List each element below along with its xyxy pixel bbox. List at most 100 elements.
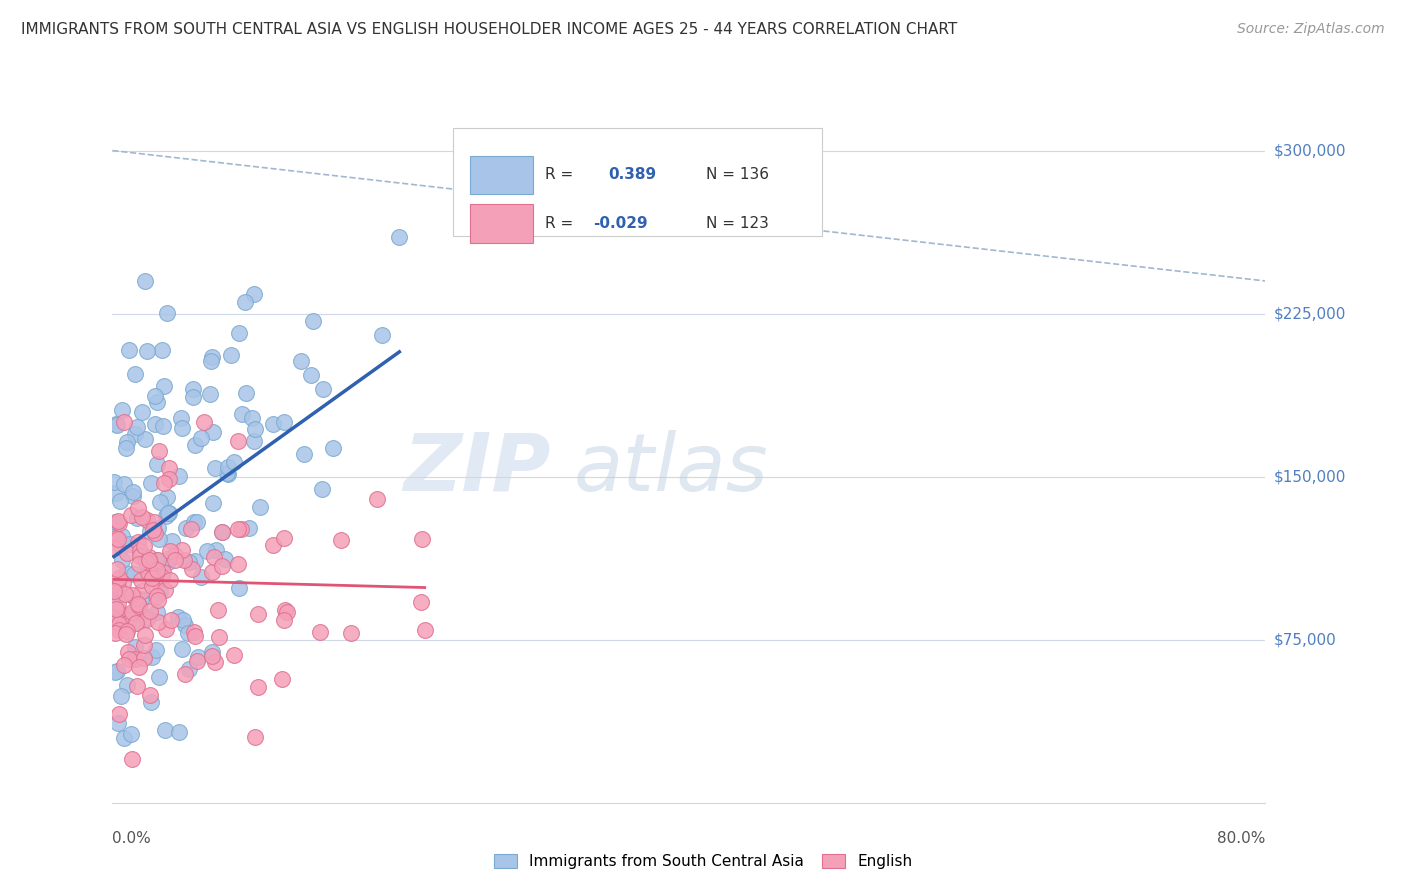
Point [105,605,128,619]
Point [146,605,169,619]
Point [125,679,148,693]
Point [139,695,162,709]
Point [228,326,250,340]
Point [299,368,322,382]
Point [112,477,135,491]
Point [107,585,129,599]
Point [124,367,146,381]
Point [174,521,197,535]
Point [262,417,284,431]
Text: 80.0%: 80.0% [1218,831,1265,846]
Point [107,533,129,547]
Point [146,553,169,567]
Point [114,627,136,641]
Point [141,650,163,665]
Text: ZIP: ZIP [404,430,551,508]
Point [173,667,195,681]
Point [143,417,166,432]
Point [184,438,207,452]
Point [107,579,129,593]
Point [208,630,231,644]
Point [308,624,330,639]
Point [105,664,128,678]
Point [311,482,333,496]
Point [292,447,315,461]
Point [107,623,129,637]
Point [105,610,128,624]
Point [105,562,128,576]
Point [104,531,127,545]
Point [170,642,193,657]
Point [187,649,209,664]
Point [118,607,141,622]
Point [340,626,363,640]
Point [388,230,411,244]
Point [134,628,156,642]
Point [129,544,152,558]
Point [125,615,148,630]
Point [104,626,127,640]
Text: $225,000: $225,000 [1274,306,1346,321]
Text: 0.389: 0.389 [609,168,657,182]
Point [107,604,129,618]
Point [146,574,169,589]
Point [120,508,142,522]
Point [148,443,170,458]
Point [273,613,295,627]
Point [153,583,176,598]
Point [247,607,270,621]
Text: atlas: atlas [574,430,769,508]
Point [129,549,152,564]
Point [143,515,166,529]
Point [117,343,139,358]
Point [211,524,233,539]
Point [127,501,149,516]
Point [179,555,201,569]
Point [118,609,141,624]
Text: IMMIGRANTS FROM SOUTH CENTRAL ASIA VS ENGLISH HOUSEHOLDER INCOME AGES 25 - 44 YE: IMMIGRANTS FROM SOUTH CENTRAL ASIA VS EN… [21,22,957,37]
Point [205,542,228,557]
Point [228,582,250,596]
Point [112,731,135,745]
Point [131,510,153,524]
Point [193,415,215,429]
Point [134,650,156,665]
Point [160,534,183,549]
Point [174,618,197,632]
Point [132,540,155,554]
Point [153,723,176,738]
Point [124,640,146,655]
Point [138,553,160,567]
Point [214,552,236,566]
Point [156,506,179,520]
Point [172,420,194,434]
Point [125,420,148,434]
Point [201,648,224,663]
Point [139,524,162,539]
Point [186,654,208,668]
Point [124,591,146,606]
Point [107,514,129,528]
Point [152,379,174,393]
Point [135,555,157,569]
Point [111,553,134,567]
Point [159,613,181,627]
Point [330,533,353,547]
Point [233,294,256,309]
Point [129,592,152,607]
Text: $300,000: $300,000 [1274,143,1346,158]
Point [105,614,128,628]
Point [262,537,284,551]
Point [112,575,135,590]
Point [108,494,131,508]
Point [322,441,344,455]
Text: N = 136: N = 136 [706,168,769,182]
Point [120,727,142,741]
Point [146,589,169,603]
Point [149,495,172,509]
Point [150,343,173,358]
Point [183,625,205,640]
Point [226,558,249,572]
Point [409,595,432,609]
Point [183,554,205,568]
